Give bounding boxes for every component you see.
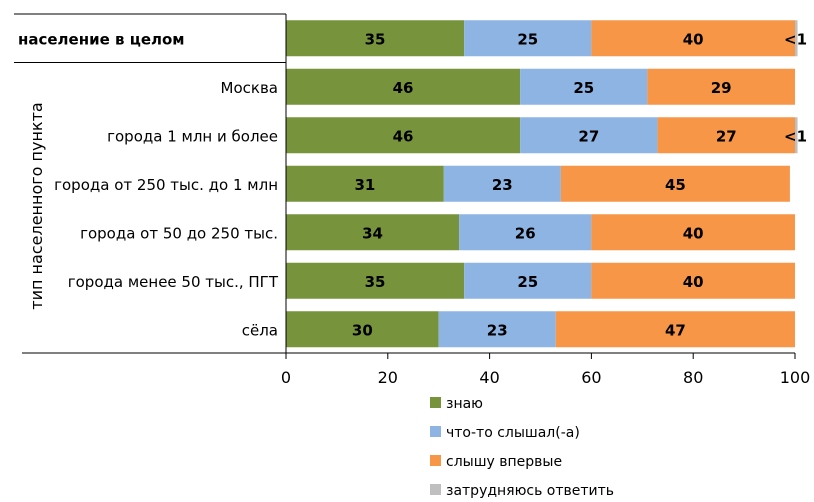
bar-2-series-1 — [286, 68, 521, 105]
bars-layer — [286, 20, 798, 348]
value-label-3-series-3: 27 — [716, 127, 737, 145]
category-label-1: население в целом — [18, 30, 185, 48]
category-label-7: сёла — [242, 321, 278, 339]
value-label-3-series-1: 46 — [393, 127, 414, 145]
value-label-3-series-4: <1 — [784, 127, 807, 145]
value-labels-layer: 35 25 40 <1 46 25 29 46 27 27 <1 31 23 45 34 26 40 35 25 40… — [352, 30, 807, 339]
bar-1-series-1 — [286, 20, 465, 57]
category-labels-layer: население в целом Москва города 1 млн и бо… — [18, 30, 279, 339]
bar-3-series-3 — [657, 117, 795, 154]
legend: знаю что-то слышал(-а) слышу впервые затруд… — [430, 396, 614, 499]
bar-2-series-2 — [520, 68, 648, 105]
bar-1-series-3 — [591, 20, 795, 57]
bar-6-series-1 — [286, 262, 465, 299]
value-label-2-series-1: 46 — [393, 79, 414, 97]
value-label-2-series-2: 25 — [573, 79, 594, 97]
bar-1-series-2 — [464, 20, 592, 57]
bar-7-series-3 — [555, 311, 795, 348]
x-tick-label-2: 20 — [378, 368, 398, 387]
bar-4-series-3 — [560, 165, 790, 202]
bar-5-series-3 — [591, 214, 795, 251]
value-label-1-series-1: 35 — [365, 30, 386, 48]
legend-swatch-1 — [430, 397, 441, 408]
value-label-4-series-2: 23 — [492, 176, 513, 194]
category-label-2: Москва — [221, 79, 278, 97]
category-label-4: города от 250 тыс. до 1 млн — [54, 176, 278, 194]
bar-1-series-4 — [795, 20, 798, 57]
bar-4-series-2 — [443, 165, 561, 202]
bar-6-series-3 — [591, 262, 795, 299]
bar-4-series-1 — [286, 165, 444, 202]
value-label-7-series-3: 47 — [665, 321, 686, 339]
value-label-6-series-2: 25 — [517, 273, 538, 291]
x-tick-label-3: 40 — [479, 368, 499, 387]
x-tick-label-4: 60 — [581, 368, 601, 387]
value-label-4-series-1: 31 — [354, 176, 375, 194]
legend-label-3: слышу впервые — [446, 454, 562, 470]
value-label-5-series-1: 34 — [362, 224, 383, 242]
legend-swatch-2 — [430, 426, 441, 437]
bar-6-series-2 — [464, 262, 592, 299]
value-label-7-series-1: 30 — [352, 321, 373, 339]
value-label-1-series-2: 25 — [517, 30, 538, 48]
bar-7-series-2 — [438, 311, 556, 348]
legend-swatch-4 — [430, 484, 441, 495]
category-label-3: города 1 млн и более — [107, 127, 278, 145]
category-label-5: города от 50 до 250 тыс. — [80, 224, 278, 242]
value-label-3-series-2: 27 — [578, 127, 599, 145]
category-label-6: города менее 50 тыс., ПГТ — [68, 273, 279, 291]
bar-2-series-3 — [647, 68, 795, 105]
bar-5-series-2 — [459, 214, 592, 251]
legend-label-4: затрудняюсь ответить — [446, 483, 614, 499]
x-tick-label-6: 100 — [780, 368, 811, 387]
x-tick-label-1: 0 — [281, 368, 291, 387]
value-label-6-series-1: 35 — [365, 273, 386, 291]
bar-3-series-4 — [795, 117, 798, 154]
bar-3-series-2 — [520, 117, 658, 154]
bar-5-series-1 — [286, 214, 460, 251]
row-separators — [14, 13, 286, 354]
legend-label-1: знаю — [446, 396, 483, 412]
value-label-7-series-2: 23 — [487, 321, 508, 339]
value-label-6-series-3: 40 — [683, 273, 704, 291]
value-label-5-series-2: 26 — [515, 224, 536, 242]
value-label-2-series-3: 29 — [711, 79, 732, 97]
bar-7-series-1 — [286, 311, 439, 348]
value-label-1-series-4: <1 — [784, 30, 807, 48]
y-axis-group-label: тип населенного пункта — [27, 102, 46, 309]
x-tick-label-5: 80 — [683, 368, 703, 387]
legend-label-2: что-то слышал(-а) — [446, 425, 580, 441]
value-label-5-series-3: 40 — [683, 224, 704, 242]
legend-swatch-3 — [430, 455, 441, 466]
value-label-4-series-3: 45 — [665, 176, 686, 194]
x-axis-ticks: 0 20 40 60 80 100 — [281, 353, 810, 387]
bar-3-series-1 — [286, 117, 521, 154]
value-label-1-series-3: 40 — [683, 30, 704, 48]
